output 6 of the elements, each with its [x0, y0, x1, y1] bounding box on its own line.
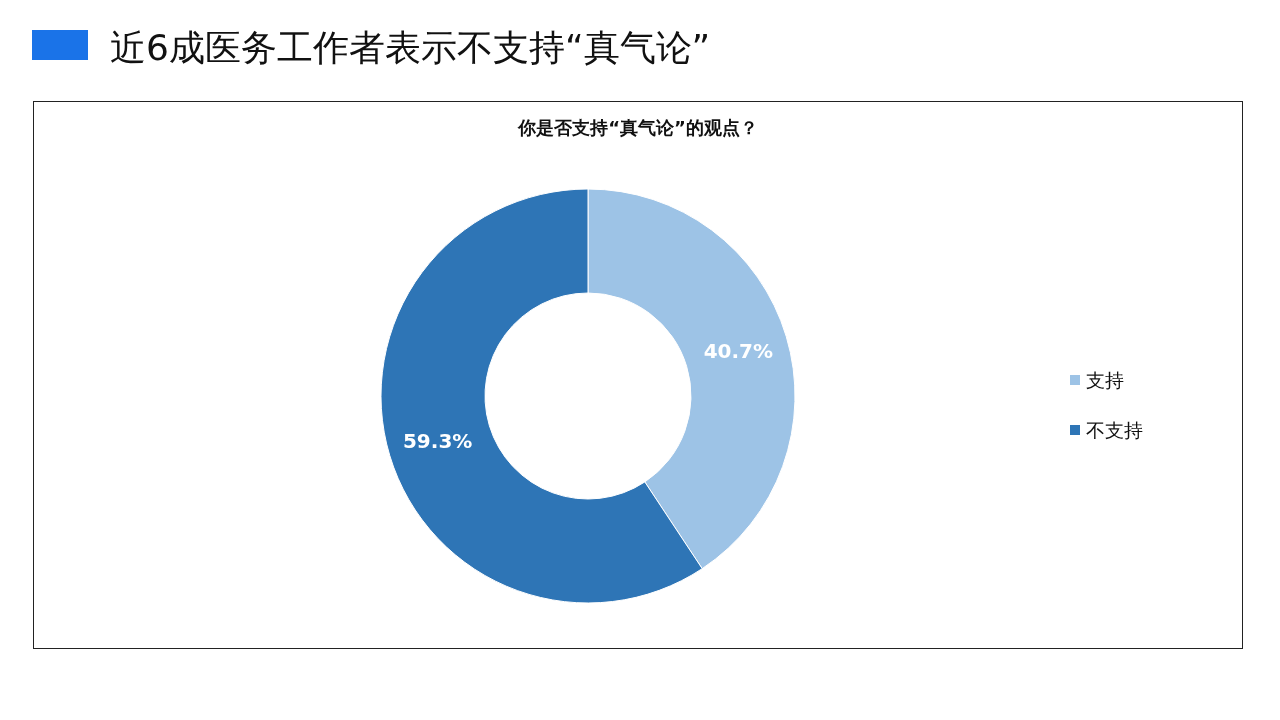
data-label: 59.3% — [402, 429, 473, 454]
chart-subtitle: 你是否支持“真气论”的观点？ — [517, 117, 758, 138]
legend-label: 支持 — [1086, 369, 1124, 391]
legend-label: 不支持 — [1086, 419, 1143, 441]
chart-title: 近6成医务工作者表示不支持“真气论” — [110, 27, 711, 68]
data-label: 40.7% — [703, 338, 774, 363]
